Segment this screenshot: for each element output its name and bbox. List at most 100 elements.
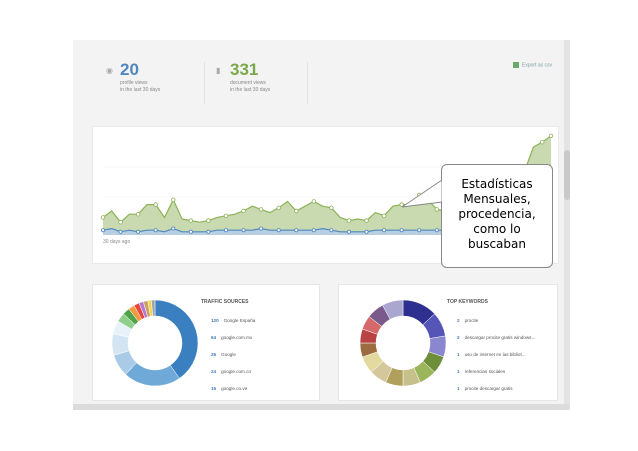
keywords-row[interactable]: 1 uso de internet en las bibliot... <box>457 352 526 357</box>
callout-box: Estadísticas Mensuales, procedencia, com… <box>441 164 553 268</box>
views-point <box>540 139 545 145</box>
top-keywords-title: TOP KEYWORDS <box>447 299 488 305</box>
export-csv-label: Export as csv <box>521 62 552 69</box>
traffic-label: google.co.ve <box>221 386 248 391</box>
docs-point <box>434 228 439 233</box>
docs-point <box>223 228 228 233</box>
traffic-slice <box>151 299 156 317</box>
views-point <box>188 218 194 223</box>
traffic-row[interactable]: 15 google.co.ve <box>211 386 247 391</box>
docs-point <box>259 226 264 231</box>
spreadsheet-icon <box>512 62 519 68</box>
views-point <box>258 207 264 212</box>
horizontal-scrollbar[interactable] <box>73 404 569 410</box>
docs-point <box>417 228 422 233</box>
traffic-row[interactable]: 64 google.com.mx <box>211 335 252 340</box>
views-point <box>364 218 369 223</box>
views-point <box>294 208 299 214</box>
profile-views-stat: ◉ 20 profile views in the last 30 days <box>106 60 161 94</box>
traffic-count: 64 <box>211 335 217 340</box>
document-icon: ▮ <box>216 66 221 75</box>
traffic-row[interactable]: 25 Google <box>211 352 236 357</box>
docs-point <box>118 229 123 234</box>
profile-views-period: in the last 30 days <box>120 87 161 93</box>
top-keywords-panel: TOP KEYWORDS 2 procite 2 descargar procite … <box>338 284 558 401</box>
views-point <box>276 205 281 210</box>
keyword-slice <box>382 299 404 320</box>
export-csv-link[interactable]: Export as csv <box>512 62 552 69</box>
document-views-stat: ▮ 331 document views in the last 30 days <box>216 60 271 94</box>
keywords-label: procite <box>464 318 479 323</box>
document-views-label: document views <box>230 80 266 86</box>
stats-header: ◉ 20 profile views in the last 30 days ▮… <box>92 52 552 120</box>
top-keywords-donut <box>359 299 447 387</box>
traffic-count: 120 <box>211 318 219 323</box>
traffic-label: Google España <box>223 318 256 323</box>
docs-point <box>346 229 351 234</box>
document-views-period: in the last 30 days <box>230 87 271 93</box>
traffic-label: google.com.co <box>221 369 252 374</box>
docs-point <box>100 228 105 233</box>
keywords-row[interactable]: 2 procite <box>457 318 478 323</box>
traffic-count: 15 <box>211 386 217 391</box>
traffic-sources-title: TRAFFIC SOURCES <box>201 299 249 305</box>
eye-icon: ◉ <box>106 66 113 75</box>
views-point <box>171 197 176 202</box>
traffic-row[interactable]: 24 google.com.co <box>211 369 251 374</box>
docs-point <box>329 228 334 233</box>
views-point <box>153 202 158 207</box>
traffic-count: 25 <box>211 352 217 357</box>
docs-point <box>311 228 316 233</box>
stat-divider <box>204 62 205 104</box>
keywords-count: 1 <box>457 352 460 357</box>
docs-point <box>364 229 369 234</box>
views-point <box>434 207 440 212</box>
traffic-label: google.com.mx <box>221 335 253 340</box>
document-views-count: 331 <box>230 60 259 79</box>
traffic-sources-donut <box>111 299 199 387</box>
callout-text: Estadísticas Mensuales, procedencia, com… <box>458 177 536 251</box>
keywords-label: referencias sociales <box>464 369 506 374</box>
keywords-label: descargar procite gratis windows... <box>464 335 536 340</box>
keywords-row[interactable]: 1 procite descargar gratis <box>457 386 513 391</box>
docs-point <box>276 228 281 233</box>
views-point <box>241 208 246 214</box>
traffic-count: 24 <box>211 369 217 374</box>
docs-point <box>399 228 404 233</box>
docs-point <box>241 228 246 233</box>
x-axis-start-label: 30 days ago <box>103 239 131 245</box>
views-point <box>381 213 387 218</box>
traffic-sources-panel: TRAFFIC SOURCES 120 Google España 64 google… <box>92 284 320 401</box>
keywords-count: 2 <box>457 318 460 323</box>
views-point <box>399 202 404 207</box>
views-point <box>311 199 317 204</box>
traffic-slice <box>154 299 199 379</box>
keywords-row[interactable]: 2 descargar procite gratis windows... <box>457 335 535 340</box>
traffic-row[interactable]: 120 Google España <box>211 318 255 323</box>
keywords-row[interactable]: 1 referencias sociales <box>457 369 505 374</box>
views-point <box>135 211 141 217</box>
views-point <box>118 219 123 225</box>
traffic-label: Google <box>221 352 236 357</box>
keywords-count: 1 <box>457 386 460 391</box>
scrollbar-thumb[interactable] <box>564 150 570 200</box>
views-point <box>346 218 352 223</box>
profile-views-label: profile views <box>120 80 148 86</box>
keywords-label: procite descargar gratis <box>464 386 513 391</box>
docs-point <box>171 226 176 231</box>
views-point <box>417 192 422 198</box>
vertical-scrollbar[interactable] <box>564 40 570 410</box>
views-point <box>100 215 106 220</box>
views-point <box>548 133 554 138</box>
keywords-count: 1 <box>457 369 460 374</box>
views-point <box>223 213 229 218</box>
profile-views-count: 20 <box>120 60 139 79</box>
docs-point <box>206 229 211 234</box>
docs-point <box>153 228 158 233</box>
keywords-label: uso de internet en las bibliot... <box>464 352 526 357</box>
docs-point <box>188 229 193 234</box>
views-point <box>329 205 334 210</box>
keywords-count: 2 <box>457 335 460 340</box>
docs-point <box>294 228 299 233</box>
docs-point <box>382 228 387 233</box>
